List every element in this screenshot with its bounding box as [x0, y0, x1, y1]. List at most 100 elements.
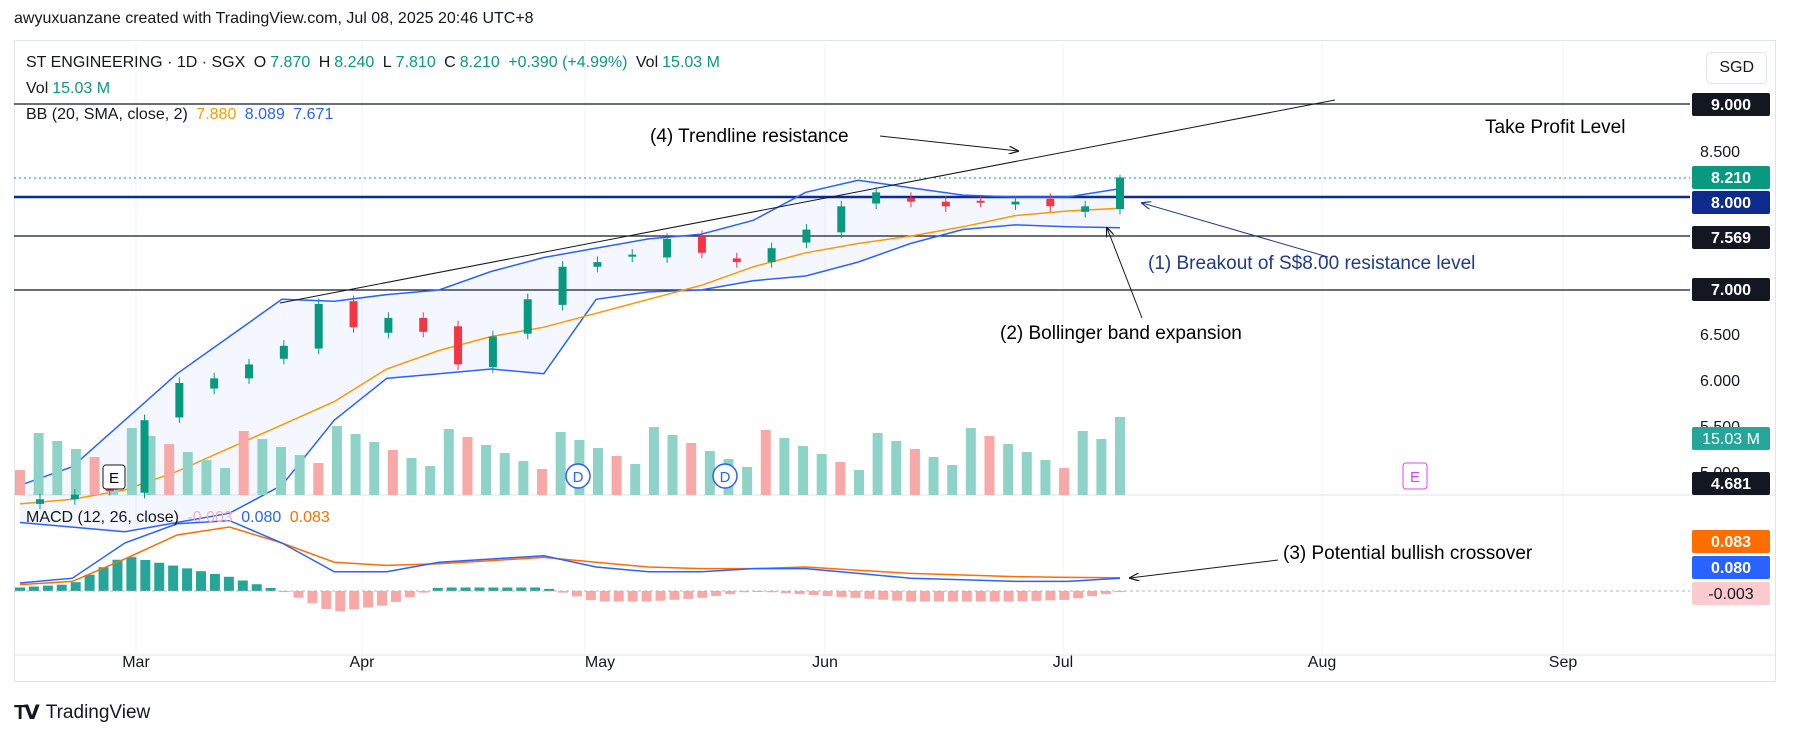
- volume-bar: [611, 456, 622, 495]
- candle-body: [697, 236, 706, 253]
- candle-body: [175, 383, 184, 418]
- arrow-crossover: [1130, 559, 1279, 578]
- x-tick: Aug: [1308, 654, 1336, 671]
- earnings-marker-label: E: [109, 470, 119, 487]
- macd-hist-bar: [1073, 591, 1084, 599]
- candle-body: [314, 303, 323, 349]
- price-label-macd-hist: -0.003: [1708, 586, 1753, 603]
- volume-bar: [965, 428, 976, 495]
- macd-hist-bar: [683, 591, 694, 599]
- chart-credit: awyuxuanzane created with TradingView.co…: [14, 10, 534, 27]
- annotation-trendline: (4) Trendline resistance: [650, 126, 849, 147]
- macd-hist-bar: [28, 586, 39, 591]
- volume-bar: [537, 469, 548, 495]
- macd-hist-bar: [766, 591, 777, 593]
- volume-bar: [145, 436, 156, 495]
- arrow-trendline: [879, 135, 1018, 151]
- dividend-marker[interactable]: [712, 463, 738, 489]
- volume-bar: [704, 451, 715, 495]
- volume-bar: [518, 461, 529, 495]
- volume-bar: [928, 457, 939, 495]
- currency-button[interactable]: SGD: [1706, 52, 1767, 84]
- bb-basis-line: [19, 207, 1121, 505]
- macd-hist-bar: [544, 588, 555, 591]
- macd-hist-bar: [864, 591, 875, 599]
- close-value: 8.210: [459, 54, 500, 71]
- volume-bar: [52, 441, 63, 495]
- earnings-marker-label: E: [1410, 469, 1420, 486]
- macd-hist-bar: [641, 591, 652, 602]
- open-label: O: [253, 54, 267, 71]
- volume-bar: [70, 449, 81, 495]
- price-label-last: 8.210: [1711, 170, 1751, 187]
- y-tick: 6.000: [1700, 373, 1740, 390]
- candle-body: [1046, 198, 1055, 207]
- trendline[interactable]: [279, 99, 1336, 304]
- volume-bar: [1059, 468, 1070, 495]
- macd-hist-bar: [822, 591, 833, 596]
- macd-hist-bar: [725, 591, 736, 595]
- low-value: 7.810: [395, 54, 436, 71]
- candle-body: [872, 192, 881, 204]
- chart-panel[interactable]: [14, 40, 1776, 682]
- macd-hist-bar: [15, 587, 25, 591]
- volume-bar: [126, 428, 137, 495]
- volume-bar: [1003, 444, 1014, 495]
- x-tick: May: [585, 654, 615, 671]
- macd-hist-bar: [474, 587, 485, 591]
- macd-hist-bar: [599, 591, 610, 602]
- macd-hist-bar: [627, 591, 638, 602]
- bb-upper-line: [19, 179, 1121, 487]
- volume-bar: [220, 468, 231, 495]
- volume-legend: Vol 15.03 M: [26, 80, 114, 98]
- volume-bar: [891, 441, 902, 495]
- volume-bar: [630, 464, 641, 495]
- high-value: 8.240: [334, 54, 375, 71]
- candle-body: [70, 494, 79, 500]
- macd-hist-bar: [920, 591, 931, 602]
- bb-band-fill: [20, 180, 1120, 532]
- volume-bar: [648, 427, 659, 495]
- price-label-7569: 7.569: [1711, 230, 1751, 247]
- macd-hist-bar: [530, 587, 541, 591]
- volume-bar: [592, 448, 603, 495]
- macd-hist-bar: [585, 591, 596, 601]
- macd-hist-bar: [836, 591, 847, 597]
- volume-bar: [387, 450, 398, 495]
- candle-body: [1081, 206, 1090, 212]
- volume-label: Vol: [26, 80, 49, 97]
- volume-bar: [294, 455, 305, 495]
- macd-hist-bar: [850, 591, 861, 598]
- macd-hist-bar: [1087, 591, 1098, 597]
- macd-hist-bar: [933, 591, 944, 602]
- candle-body: [488, 336, 497, 368]
- macd-hist-bar: [502, 587, 513, 591]
- volume-bar: [89, 457, 100, 495]
- macd-hist-bar: [1031, 591, 1042, 601]
- candle-body: [384, 317, 393, 333]
- candle-body: [558, 266, 567, 305]
- volume-bar: [1115, 417, 1125, 495]
- price-label-9000: 9.000: [1711, 97, 1751, 114]
- macd-hist-bar: [432, 587, 443, 591]
- earnings-marker-future[interactable]: [1402, 462, 1428, 490]
- dividend-marker[interactable]: [565, 463, 591, 489]
- macd-hist-bar: [669, 591, 680, 600]
- candle-body: [1011, 201, 1020, 205]
- brand-name: TradingView: [45, 701, 151, 723]
- candle-body: [349, 301, 358, 328]
- volume-bar: [984, 436, 995, 495]
- y-tick: 6.500: [1700, 327, 1740, 344]
- volume-bar: [350, 434, 361, 495]
- candle-body: [906, 197, 915, 202]
- x-tick: Apr: [350, 654, 376, 671]
- annotation-take-profit: Take Profit Level: [1485, 117, 1625, 138]
- volume-bar: [443, 429, 454, 495]
- price-axis-ticks: 8.500 6.500 6.000 5.500 5.000: [1700, 144, 1740, 482]
- macd-hist-bar: [279, 591, 290, 593]
- macd-hist-bar: [321, 591, 332, 609]
- macd-hist-bar: [697, 591, 708, 598]
- earnings-marker[interactable]: [102, 464, 126, 490]
- macd-hist-bar: [488, 587, 499, 591]
